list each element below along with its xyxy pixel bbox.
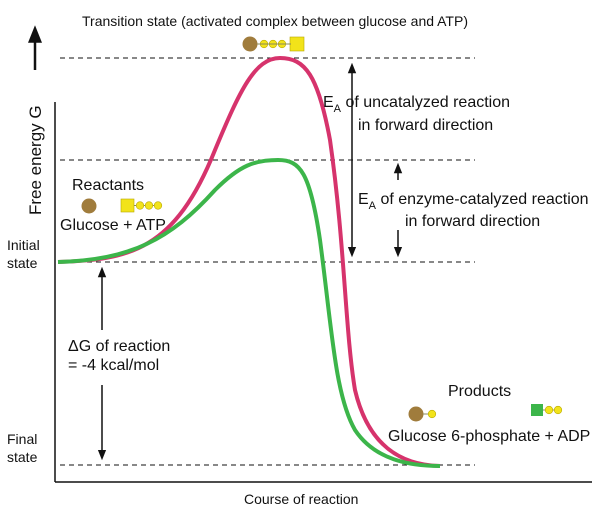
reactants-label: Glucose + ATP <box>60 217 166 234</box>
phosphate-icon <box>544 405 554 415</box>
products-title: Products <box>448 383 511 400</box>
uncatalyzed-curve <box>57 55 441 468</box>
delta-g-line1: ΔG of reaction <box>68 338 170 355</box>
transition-molecule <box>242 36 305 52</box>
ea-subscript: A <box>334 103 342 115</box>
ea-uncatalyzed-label: EA of uncatalyzed reaction in forward di… <box>323 94 510 134</box>
ea-uncatalyzed-text: of uncatalyzed reaction <box>341 94 510 111</box>
ea-subscript: A <box>369 200 377 212</box>
ea-uncatalyzed-line2: in forward direction <box>358 117 493 134</box>
final-state-label-line1: Final <box>7 431 37 447</box>
ea-symbol: E <box>323 94 334 111</box>
phosphate-icon <box>553 405 563 415</box>
adenosine-icon <box>120 198 135 213</box>
phosphate-icon <box>153 201 163 210</box>
glucose-icon <box>242 36 258 52</box>
initial-state-label-line2: state <box>7 255 38 271</box>
reactants-title: Reactants <box>72 177 144 194</box>
catalyzed-curve <box>57 157 441 468</box>
reactants-group: Reactants Glucose + ATP <box>60 177 166 234</box>
products-group: Products Glucose 6-phosphate + ADP <box>388 383 590 445</box>
initial-state-label-line1: Initial <box>7 237 40 253</box>
phosphate-icon <box>135 201 145 210</box>
adenosine-icon <box>289 36 305 52</box>
ea-symbol: E <box>358 191 369 208</box>
adp-adenosine-icon <box>531 404 543 416</box>
delta-g-line2: = -4 kcal/mol <box>68 357 159 374</box>
y-axis-label: Free energy G <box>26 105 45 215</box>
ea-catalyzed-label: EA of enzyme-catalyzed reaction in forwa… <box>358 191 589 230</box>
glucose-icon <box>81 198 97 214</box>
x-axis-label: Course of reaction <box>244 491 358 507</box>
ea-uncatalyzed-line1: EA of uncatalyzed reaction <box>323 94 510 115</box>
ea-catalyzed-line2: in forward direction <box>405 213 540 230</box>
final-state-label-line2: state <box>7 449 38 465</box>
ea-catalyzed-text: of enzyme-catalyzed reaction <box>376 191 589 208</box>
glucose-icon <box>408 406 424 422</box>
products-label: Glucose 6-phosphate + ADP <box>388 428 590 445</box>
phosphate-icon <box>427 409 437 419</box>
y-axis-title: Free energy G <box>26 25 45 215</box>
phosphate-icon <box>144 201 154 210</box>
ea-catalyzed-line1: EA of enzyme-catalyzed reaction <box>358 191 589 212</box>
transition-state-label: Transition state (activated complex betw… <box>82 13 468 29</box>
